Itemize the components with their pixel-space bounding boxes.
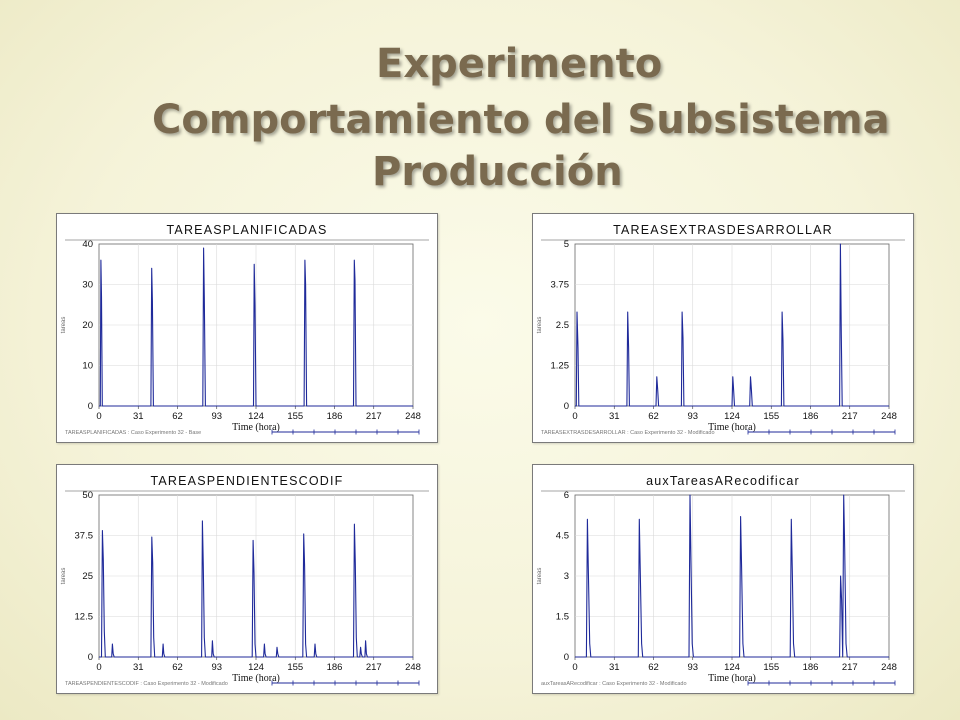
x-tick-label: 93 bbox=[211, 411, 222, 422]
chart-footer: TAREASEXTRASDESARROLLAR : Caso Experimen… bbox=[541, 430, 715, 436]
x-tick-label: 155 bbox=[287, 411, 303, 422]
x-tick-label: 62 bbox=[172, 662, 183, 673]
x-tick-label: 155 bbox=[763, 662, 779, 673]
slide-title-line-1: Experimento bbox=[376, 41, 663, 87]
x-tick-label: 217 bbox=[842, 411, 858, 422]
series-line bbox=[575, 494, 889, 658]
x-tick-label: 31 bbox=[609, 411, 620, 422]
y-tick-label: 12.5 bbox=[75, 612, 94, 623]
series-line bbox=[99, 247, 413, 407]
series-line bbox=[575, 243, 889, 407]
x-tick-label: 124 bbox=[724, 411, 740, 422]
x-tick-label: 0 bbox=[96, 662, 101, 673]
chart-panel-tareas-extras: TAREASEXTRASDESARROLLAR 0 1.25 2.5 3.75 5 0 31 6… bbox=[532, 213, 914, 443]
y-tick-label: 20 bbox=[82, 320, 93, 331]
y-tick-label: 25 bbox=[82, 571, 93, 582]
chart-title: auxTareasARecodificar bbox=[646, 474, 800, 488]
y-tick-label: 1.5 bbox=[556, 612, 569, 623]
x-tick-label: 186 bbox=[803, 662, 819, 673]
chart-tareas-extras: TAREASEXTRASDESARROLLAR 0 1.25 2.5 3.75 5 0 31 6… bbox=[537, 223, 905, 436]
x-tick-label: 62 bbox=[648, 411, 659, 422]
x-tick-label: 93 bbox=[687, 411, 698, 422]
y-tick-label: 3 bbox=[564, 571, 569, 582]
x-tick-label: 31 bbox=[609, 662, 620, 673]
chart-title: TAREASPENDIENTESCODIF bbox=[150, 474, 343, 488]
x-tick-label: 155 bbox=[763, 411, 779, 422]
x-tick-label: 186 bbox=[327, 662, 343, 673]
y-axis-label: tareas bbox=[61, 317, 67, 334]
x-axis-label: Time (hora) bbox=[232, 673, 280, 684]
y-axis-label: tareas bbox=[537, 317, 543, 334]
y-tick-label: 30 bbox=[82, 280, 93, 291]
x-tick-label: 93 bbox=[687, 662, 698, 673]
chart-footer: TAREASPENDIENTESCODIF : Caso Experimento… bbox=[65, 681, 228, 687]
series-line bbox=[99, 520, 413, 658]
x-tick-label: 31 bbox=[133, 662, 144, 673]
y-tick-label: 5 bbox=[564, 239, 569, 250]
y-tick-label: 4.5 bbox=[556, 531, 569, 542]
y-tick-label: 37.5 bbox=[75, 531, 94, 542]
slide-title: Experimento Comportamiento del Subsistem… bbox=[0, 38, 960, 198]
x-tick-label: 248 bbox=[405, 662, 421, 673]
x-tick-label: 217 bbox=[842, 662, 858, 673]
y-tick-label: 50 bbox=[82, 490, 93, 501]
y-tick-label: 0 bbox=[88, 652, 93, 663]
y-tick-label: 3.75 bbox=[551, 280, 570, 291]
chart-panel-aux-tareas: auxTareasARecodificar 0 1.5 3 4.5 6 0 31 62 93 124… bbox=[532, 464, 914, 694]
chart-footer: auxTareasARecodificar : Caso Experimento… bbox=[541, 681, 687, 687]
x-tick-label: 62 bbox=[648, 662, 659, 673]
y-tick-label: 6 bbox=[564, 490, 569, 501]
x-tick-label: 124 bbox=[724, 662, 740, 673]
y-tick-label: 0 bbox=[564, 652, 569, 663]
chart-tareas-pendientes: TAREASPENDIENTESCODIF 0 12.5 25 37.5 50 0 31 62 9… bbox=[61, 474, 429, 687]
y-tick-label: 2.5 bbox=[556, 320, 569, 331]
x-axis-label: Time (hora) bbox=[708, 673, 756, 684]
chart-tareas-planificadas: TAREASPLANIFICADAS 0 10 20 30 40 0 31 62 93 124 155… bbox=[61, 223, 429, 436]
x-tick-label: 186 bbox=[803, 411, 819, 422]
chart-title: TAREASEXTRASDESARROLLAR bbox=[613, 223, 833, 237]
y-tick-label: 0 bbox=[88, 401, 93, 412]
x-axis-label: Time (hora) bbox=[708, 422, 756, 433]
x-tick-label: 93 bbox=[211, 662, 222, 673]
x-tick-label: 217 bbox=[366, 411, 382, 422]
y-tick-label: 40 bbox=[82, 239, 93, 250]
chart-title: TAREASPLANIFICADAS bbox=[167, 223, 328, 237]
x-tick-label: 248 bbox=[405, 411, 421, 422]
y-tick-label: 1.25 bbox=[551, 361, 570, 372]
x-tick-label: 248 bbox=[881, 411, 897, 422]
x-tick-label: 62 bbox=[172, 411, 183, 422]
x-tick-label: 186 bbox=[327, 411, 343, 422]
y-axis-label: tareas bbox=[61, 568, 67, 585]
chart-aux-tareas: auxTareasARecodificar 0 1.5 3 4.5 6 0 31 62 93 124… bbox=[537, 474, 905, 687]
x-tick-label: 0 bbox=[96, 411, 101, 422]
x-tick-label: 155 bbox=[287, 662, 303, 673]
y-tick-label: 10 bbox=[82, 361, 93, 372]
x-tick-label: 0 bbox=[572, 662, 577, 673]
x-tick-label: 217 bbox=[366, 662, 382, 673]
x-tick-label: 31 bbox=[133, 411, 144, 422]
chart-panel-tareas-pendientes: TAREASPENDIENTESCODIF 0 12.5 25 37.5 50 0 31 62 9… bbox=[56, 464, 438, 694]
y-tick-label: 0 bbox=[564, 401, 569, 412]
y-axis-label: tareas bbox=[537, 568, 543, 585]
x-axis-label: Time (hora) bbox=[232, 422, 280, 433]
chart-panel-tareas-planificadas: TAREASPLANIFICADAS 0 10 20 30 40 0 31 62 93 124 155… bbox=[56, 213, 438, 443]
x-tick-label: 124 bbox=[248, 411, 264, 422]
x-tick-label: 248 bbox=[881, 662, 897, 673]
slide-title-line-2: Comportamiento del Subsistema bbox=[152, 97, 890, 143]
x-tick-label: 124 bbox=[248, 662, 264, 673]
chart-footer: TAREASPLANIFICADAS : Caso Experimento 32… bbox=[65, 430, 201, 436]
x-tick-label: 0 bbox=[572, 411, 577, 422]
slide-title-line-3: Producción bbox=[372, 149, 623, 195]
